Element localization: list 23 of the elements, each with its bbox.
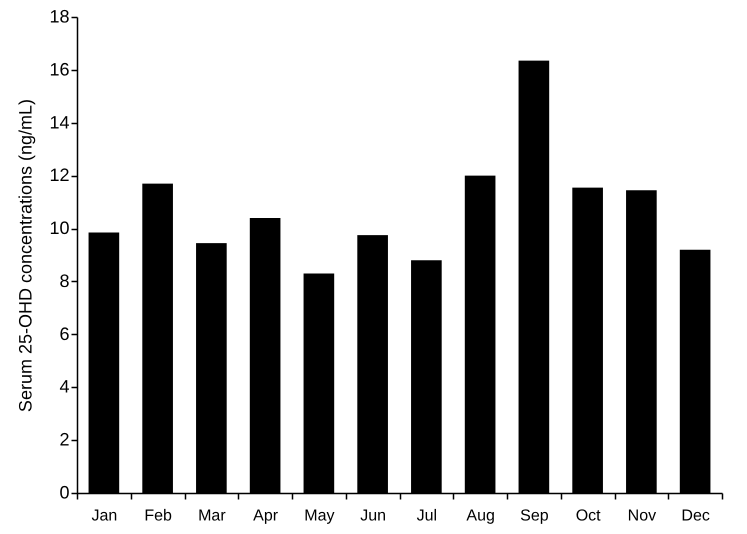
y-tick-label: 0 bbox=[59, 482, 70, 502]
y-tick-label: 12 bbox=[49, 165, 70, 186]
x-tick-label: May bbox=[304, 508, 334, 524]
y-tick-label: 14 bbox=[49, 112, 70, 132]
x-tick-label: Feb bbox=[144, 508, 172, 524]
x-tick-label: Apr bbox=[253, 508, 279, 524]
x-tick-label: Jan bbox=[91, 508, 118, 524]
x-tick-label: Aug bbox=[466, 508, 495, 524]
x-tick-label: Jun bbox=[360, 508, 386, 524]
x-tick-label: Dec bbox=[681, 508, 710, 524]
x-tick-label: Jul bbox=[416, 508, 438, 524]
y-tick-label: 4 bbox=[59, 376, 70, 397]
x-tick-label: Sep bbox=[520, 508, 549, 524]
y-tick-label: 6 bbox=[59, 324, 70, 344]
y-tick-label: 2 bbox=[59, 430, 70, 450]
y-axis-title: Serum 25-OHD concentrations (ng/mL) bbox=[15, 98, 36, 412]
x-tick-label: Nov bbox=[628, 508, 656, 524]
x-tick-label: Oct bbox=[576, 508, 602, 524]
x-tick-label: Mar bbox=[198, 508, 226, 524]
y-tick-label: 10 bbox=[49, 218, 70, 238]
y-tick-label: 8 bbox=[59, 270, 70, 291]
y-tick-label: 18 bbox=[49, 6, 70, 26]
y-tick-label: 16 bbox=[49, 59, 70, 80]
